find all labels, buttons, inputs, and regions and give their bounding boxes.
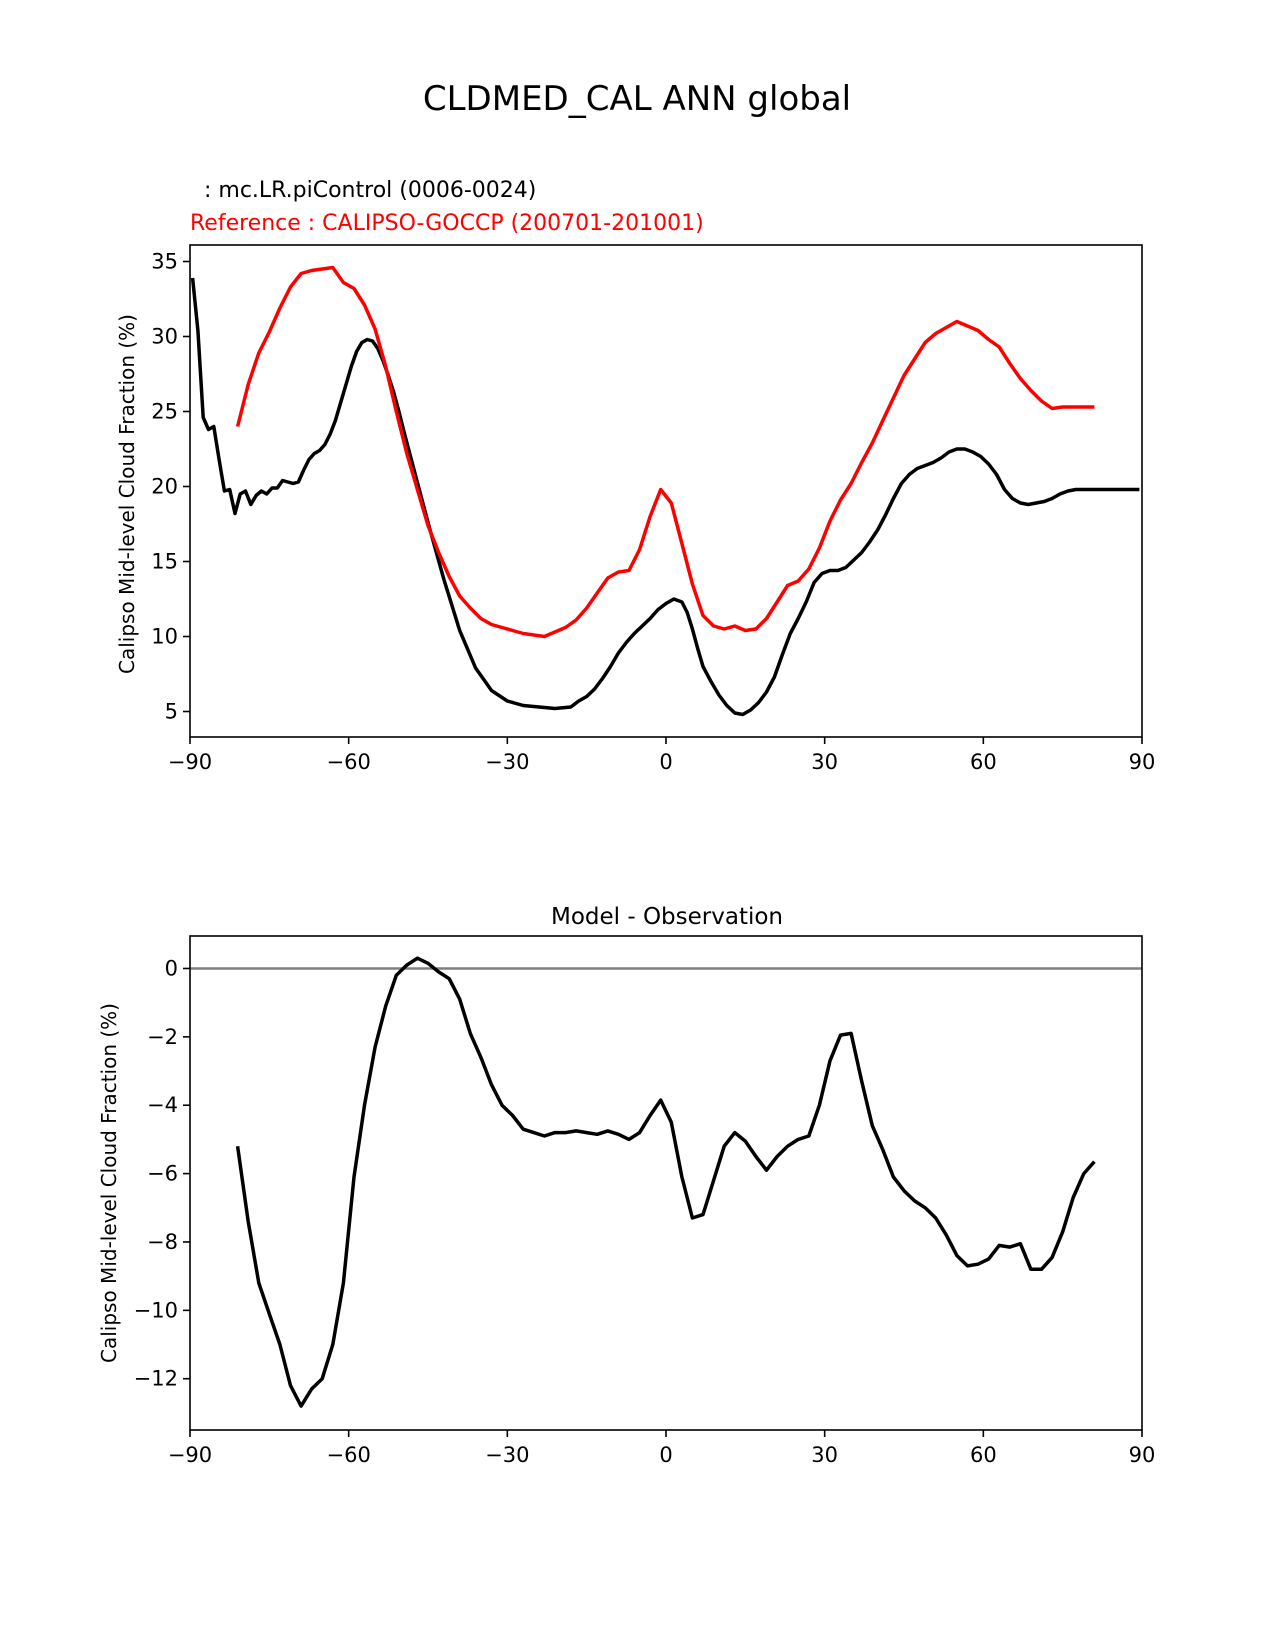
reference-subtitle: Reference : CALIPSO-GOCCP (200701-201001… bbox=[190, 211, 704, 236]
y-tick-label: −12 bbox=[134, 1367, 178, 1391]
y-tick-label: −2 bbox=[147, 1025, 178, 1049]
x-tick-label: 60 bbox=[970, 750, 997, 774]
y-tick-label: −6 bbox=[147, 1162, 178, 1186]
y-tick-label: 20 bbox=[151, 475, 178, 499]
x-tick-label: −90 bbox=[168, 750, 212, 774]
axes-frame bbox=[189, 935, 1143, 1431]
x-tick-label: 60 bbox=[970, 1443, 997, 1467]
x-tick-label: −30 bbox=[485, 750, 529, 774]
series-line-secondary bbox=[235, 265, 1095, 639]
y-tick-label: 15 bbox=[151, 550, 178, 574]
x-tick-label: 30 bbox=[811, 1443, 838, 1467]
axes-frame bbox=[189, 244, 1143, 738]
x-tick-label: 30 bbox=[811, 750, 838, 774]
y-tick-label: −4 bbox=[147, 1093, 178, 1117]
series-line-primary bbox=[190, 277, 1140, 717]
top-y-axis-label: Calipso Mid-level Cloud Fraction (%) bbox=[115, 314, 139, 674]
y-tick-label: 35 bbox=[151, 250, 178, 274]
x-tick-label: −90 bbox=[168, 1443, 212, 1467]
x-tick-label: −30 bbox=[485, 1443, 529, 1467]
x-tick-label: 0 bbox=[659, 1443, 672, 1467]
x-tick-label: −60 bbox=[327, 750, 371, 774]
y-tick-label: 25 bbox=[151, 400, 178, 424]
bottom-y-axis-label: Calipso Mid-level Cloud Fraction (%) bbox=[97, 1003, 121, 1363]
y-tick-label: 0 bbox=[165, 956, 178, 980]
x-tick-label: 90 bbox=[1129, 750, 1156, 774]
y-tick-label: −8 bbox=[147, 1230, 178, 1254]
x-tick-label: 0 bbox=[659, 750, 672, 774]
figure-title: CLDMED_CAL ANN global bbox=[423, 79, 851, 119]
x-tick-label: −60 bbox=[327, 1443, 371, 1467]
model-subtitle: : mc.LR.piControl (0006-0024) bbox=[190, 178, 536, 203]
top-panel: : mc.LR.piControl (0006-0024) Reference … bbox=[115, 178, 1155, 774]
bottom-panel: Model - Observation Calipso Mid-level Cl… bbox=[97, 904, 1155, 1467]
series-line-primary bbox=[235, 956, 1096, 1408]
bottom-panel-title: Model - Observation bbox=[551, 904, 783, 930]
x-tick-label: 90 bbox=[1129, 1443, 1156, 1467]
y-tick-label: 30 bbox=[151, 325, 178, 349]
y-tick-label: 10 bbox=[151, 625, 178, 649]
y-tick-label: −10 bbox=[134, 1298, 178, 1322]
y-tick-label: 5 bbox=[165, 700, 178, 724]
